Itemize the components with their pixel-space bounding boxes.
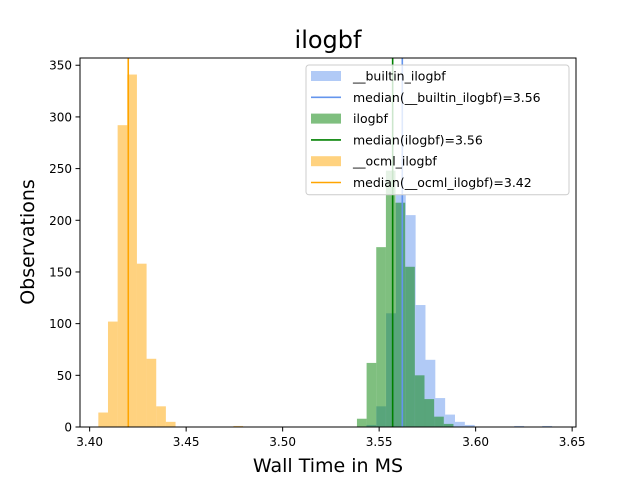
x-tick-label: 3.55 [366,435,393,449]
legend-label-1: ilogbf [353,111,388,126]
bar-2-6 [156,406,166,427]
bar-2-3 [127,74,137,428]
x-tick-label: 3.45 [173,435,200,449]
bar-1-6 [414,375,425,427]
bar-2-5 [146,358,157,427]
bar-2-7 [165,421,176,427]
bar-1-3 [385,170,396,427]
y-axis-label: Observations [17,179,39,305]
bar-0-6 [425,359,436,427]
bar-0-9 [454,421,465,427]
bar-2-1 [107,321,118,427]
bar-0-5 [415,305,426,427]
bar-2-0 [98,412,108,427]
x-tick-label: 3.65 [559,435,586,449]
legend-label-0: __builtin_ilogbf [352,69,446,84]
bar-2-8 [233,425,244,427]
bar-0-10 [464,424,475,427]
legend: __builtin_ilogbf median(__builtin_ilogbf)… [305,64,570,196]
bar-1-7 [424,399,435,427]
legend-median-label-0: median(__builtin_ilogbf)=3.56 [353,90,541,105]
y-tick-label: 0 [64,421,72,435]
y-tick-label: 300 [49,110,72,124]
y-axis-ticks: 0 50 100 150 200 250 300 350 [49,59,80,435]
bar-1-9 [443,423,454,427]
bar-0-8 [445,414,455,427]
bar-0-12 [542,425,553,427]
legend-box [305,64,570,196]
y-tick-label: 150 [49,265,72,279]
bar-1-2 [376,247,386,427]
legend-label-2: __ocml_ilogbf [352,154,437,169]
x-axis-label: Wall Time in MS [253,455,403,477]
bar-1-0 [356,418,367,427]
bar-1-4 [395,202,406,427]
x-tick-label: 3.50 [269,435,296,449]
legend-swatch-0 [311,71,341,81]
legend-swatch-2 [311,156,341,167]
y-tick-label: 250 [49,162,72,176]
y-tick-label: 100 [49,317,72,331]
histogram-bars [98,74,553,428]
bar-2-4 [136,263,147,427]
bar-0-11 [514,425,525,427]
bar-1-1 [366,362,377,427]
legend-swatch-1 [311,113,341,124]
legend-median-label-1: median(ilogbf)=3.56 [353,132,483,147]
bar-0-7 [435,398,446,427]
legend-median-label-2: median(__ocml_ilogbf)=3.42 [353,175,532,190]
x-tick-label: 3.60 [462,435,489,449]
bar-1-8 [434,416,444,427]
y-tick-label: 200 [49,214,72,228]
plot-frame [79,57,577,428]
bar-1-5 [405,266,415,427]
chart-title: ilogbf [295,26,362,54]
x-axis-ticks: 3.40 3.45 3.50 3.55 3.60 3.65 [76,427,585,449]
x-tick-label: 3.40 [76,435,103,449]
y-tick-label: 350 [49,59,72,73]
bar-2-2 [117,125,128,427]
y-tick-label: 50 [57,369,72,383]
